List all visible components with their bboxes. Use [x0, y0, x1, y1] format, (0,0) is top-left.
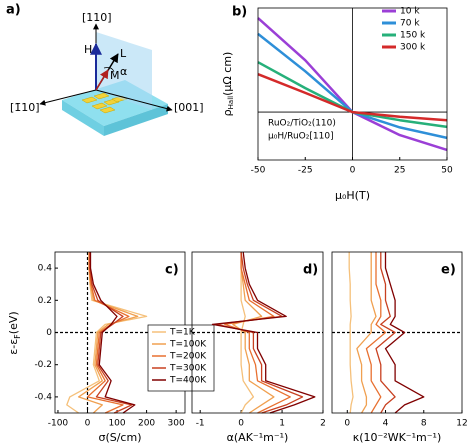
vector-label: H [84, 43, 92, 56]
x-axis-title: α(AK⁻¹m⁻¹) [227, 431, 289, 444]
sample-front [104, 104, 168, 136]
x-tick-label: -25 [298, 166, 313, 176]
y-axis-title: ρHall(μΩ cm) [221, 52, 235, 117]
diagram-a: a) [110] [1̄10] [001] H L M α [6, 3, 204, 136]
x-axis-title: σ(S/cm) [98, 431, 141, 444]
axis [39, 89, 97, 106]
x-tick-label: 0 [350, 166, 356, 176]
legend-label: T=200K [169, 352, 207, 362]
x-tick-label: 200 [138, 419, 155, 429]
line [86, 252, 130, 414]
plot-frame [257, 7, 448, 161]
x-tick-label: 0 [85, 419, 91, 429]
vector-label: M [110, 69, 120, 82]
legend-label: 70 k [400, 19, 420, 29]
x-tick-label: 8 [421, 419, 427, 429]
y-axis-title-part: (eV) [7, 311, 20, 334]
line [375, 252, 396, 414]
legend-label: 300 k [400, 43, 426, 53]
y-tick-label: -0.2 [34, 360, 52, 370]
plane [96, 32, 152, 110]
axis [95, 89, 173, 112]
x-tick-label: 2 [320, 419, 326, 429]
legend-label: T=100K [169, 340, 207, 350]
legend-label: 10 k [400, 7, 420, 17]
y-axis-title-part: Hall [227, 96, 235, 109]
x-tick-label: 50 [441, 166, 453, 176]
legend: 10 k 70 k 150 k 300 k [382, 7, 426, 53]
x-tick-label: 25 [394, 166, 405, 176]
y-axis-title-part: ε-ε [7, 339, 20, 355]
y-axis-title-part: ρ [221, 109, 234, 116]
y-tick-label: -0.4 [34, 392, 52, 402]
panel-label: e) [441, 263, 456, 278]
sample-side [62, 100, 104, 136]
line [232, 252, 275, 414]
line [211, 251, 316, 414]
x-tick-label: 100 [108, 419, 125, 429]
angle-label: α [120, 65, 127, 78]
y-tick-label: 0.2 [38, 296, 52, 306]
panel-label: c) [165, 263, 179, 278]
angle-arc [103, 67, 115, 73]
annotation: RuO₂/TiO₂(110) [268, 119, 336, 129]
panel-label: a) [6, 3, 21, 18]
x-tick-label: 12 [456, 419, 467, 429]
vector-label: L [120, 47, 127, 60]
plot-frame [191, 251, 324, 414]
line [240, 252, 255, 414]
line [215, 251, 304, 414]
axis-label: [110] [82, 11, 112, 24]
line [384, 252, 425, 414]
line [89, 252, 133, 414]
panel-label: d) [303, 263, 318, 278]
x-tick-label: 4 [383, 419, 389, 429]
y-tick-label: 0 [46, 328, 52, 338]
x-axis-title: κ(10⁻²WK⁻¹m⁻¹) [353, 431, 442, 444]
y-axis-title-part: (μΩ cm) [221, 52, 234, 96]
annotation: μ₀H/RuO₂[110] [268, 132, 334, 142]
legend-label: T=300K [169, 364, 207, 374]
y-tick-label: 0.4 [38, 264, 53, 274]
x-tick-label: 0 [238, 419, 244, 429]
line [348, 252, 354, 414]
line [89, 252, 136, 414]
y-axis-title-part: F [13, 334, 22, 339]
legend-label: T=1K [169, 328, 196, 338]
x-axis-title: μ₀H(T) [335, 189, 370, 202]
y-axis-title: ε-εF(eV) [7, 311, 22, 354]
axis-label: [001] [174, 101, 204, 114]
legend-label: 150 k [400, 31, 426, 41]
plot-frame [331, 251, 463, 414]
panel-label: b) [232, 5, 247, 20]
x-tick-label: -100 [48, 419, 69, 429]
x-tick-label: 300 [168, 419, 185, 429]
line [356, 252, 377, 414]
line [365, 252, 387, 414]
x-tick-label: -50 [251, 166, 266, 176]
axis-label: [1̄10] [10, 101, 40, 114]
vector-m [95, 69, 109, 91]
legend: T=1K T=100K T=200K T=300K T=400K [147, 324, 215, 392]
x-tick-label: 0 [344, 419, 350, 429]
line [257, 73, 448, 122]
x-tick-label: 1 [279, 419, 285, 429]
line [224, 252, 291, 414]
legend-label: T=400K [169, 376, 207, 386]
x-tick-label: -1 [196, 419, 205, 429]
